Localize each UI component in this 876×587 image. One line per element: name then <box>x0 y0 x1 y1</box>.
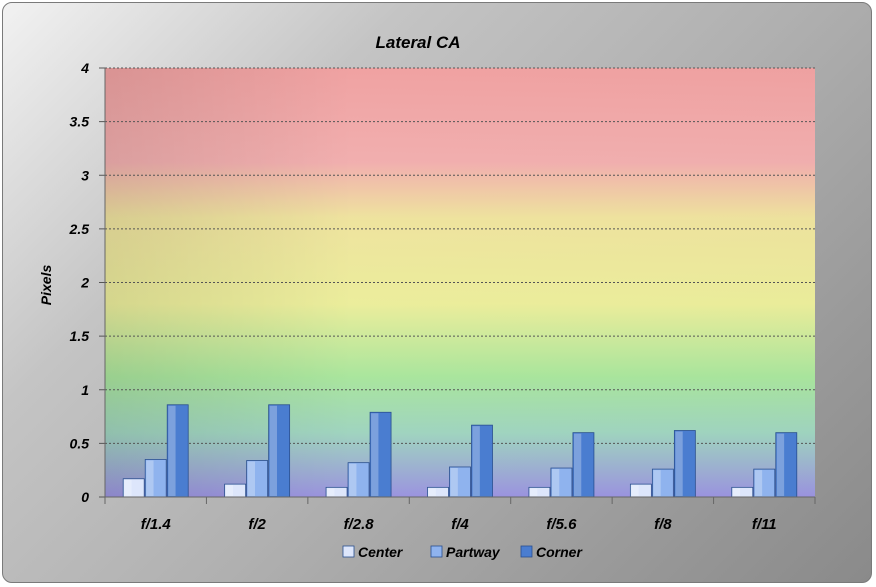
bar-center-f28 <box>325 486 348 498</box>
x-axis-ticks: f/1.4 f/2 f/2.8 f/4 f/5.6 f/8 f/11 <box>104 497 816 533</box>
bar-highlight <box>732 488 741 496</box>
x-tick-label: f/4 <box>451 516 469 533</box>
bar-center-f11 <box>731 486 754 498</box>
x-tick-label: f/2 <box>248 516 266 533</box>
y-tick-label: 4 <box>80 60 89 76</box>
bar-highlight <box>754 470 763 496</box>
lateral-ca-chart: Lateral CA Pixels 0 0.5 1 1.5 2 2.5 3 3.5 4 f/1.… <box>38 33 816 560</box>
legend-item-center: Center <box>342 544 404 560</box>
bar-highlight <box>371 413 379 496</box>
y-tick-label: 0 <box>81 489 89 505</box>
bar-highlight <box>225 485 233 496</box>
bar-highlight <box>675 431 683 496</box>
y-tick-label: 3.5 <box>70 114 90 130</box>
legend-swatch <box>520 545 533 558</box>
legend-swatch <box>342 545 355 558</box>
x-tick-label: f/1.4 <box>141 516 172 533</box>
y-tick-label: 2 <box>80 275 89 291</box>
bar-highlight <box>450 467 458 496</box>
legend-label: Center <box>358 544 404 560</box>
bar-highlight <box>146 460 154 496</box>
plot-area <box>105 68 815 497</box>
bar-center-f2 <box>224 483 247 498</box>
bar-highlight <box>327 488 335 496</box>
bar-highlight <box>269 405 277 496</box>
bar-partway-f11 <box>753 468 776 498</box>
y-tick-label: 1.5 <box>70 328 90 344</box>
bar-partway-f8 <box>651 468 674 498</box>
legend-item-corner: Corner <box>520 544 583 560</box>
bar-highlight <box>124 479 132 496</box>
bar-partway-f14 <box>144 459 167 498</box>
bar-corner-f8 <box>673 430 696 498</box>
bar-highlight <box>653 470 661 496</box>
bar-highlight <box>573 433 582 496</box>
bar-center-f56 <box>528 486 551 498</box>
bar-center-f4 <box>427 486 449 498</box>
bar-highlight <box>529 488 538 496</box>
bar-highlight <box>472 426 480 496</box>
bar-highlight <box>776 433 785 496</box>
x-tick-label: f/5.6 <box>546 516 577 533</box>
bar-center-f14 <box>122 478 145 498</box>
x-tick-label: f/2.8 <box>344 516 375 533</box>
x-tick-label: f/11 <box>752 516 777 533</box>
axes <box>104 68 815 498</box>
legend-label: Corner <box>536 544 583 560</box>
bar-corner-f14 <box>166 404 189 498</box>
bar-highlight <box>168 405 176 496</box>
chart-title: Lateral CA <box>375 33 460 52</box>
bar-corner-f56 <box>572 432 595 498</box>
bar-highlight <box>349 463 357 496</box>
bar-corner-f2 <box>268 404 291 498</box>
y-tick-label: 2.5 <box>69 221 90 237</box>
bar-partway-f28 <box>347 462 370 498</box>
y-tick-label: 1 <box>81 382 89 398</box>
bar-corner-f11 <box>775 432 798 498</box>
bar-highlight <box>631 485 639 496</box>
legend-label: Partway <box>446 544 501 560</box>
x-tick-label: f/8 <box>654 516 672 533</box>
bar-corner-f28 <box>369 411 392 498</box>
bar-highlight <box>428 488 436 496</box>
plot-shade <box>105 68 815 497</box>
bar-corner-f4 <box>471 424 493 498</box>
bar-partway-f4 <box>449 466 471 498</box>
bars <box>122 404 798 498</box>
legend: Center Partway Corner <box>342 544 583 560</box>
legend-swatch <box>430 545 443 558</box>
y-axis-ticks: 0 0.5 1 1.5 2 2.5 3 3.5 4 <box>69 60 105 505</box>
bar-center-f8 <box>629 483 652 498</box>
bar-partway-f2 <box>246 460 269 498</box>
bar-highlight <box>247 461 255 496</box>
y-tick-label: 3 <box>81 167 89 183</box>
legend-item-partway: Partway <box>430 544 501 560</box>
bar-partway-f56 <box>550 467 573 498</box>
y-tick-label: 0.5 <box>70 435 90 451</box>
y-axis-label: Pixels <box>38 265 54 306</box>
bar-highlight <box>551 469 560 496</box>
